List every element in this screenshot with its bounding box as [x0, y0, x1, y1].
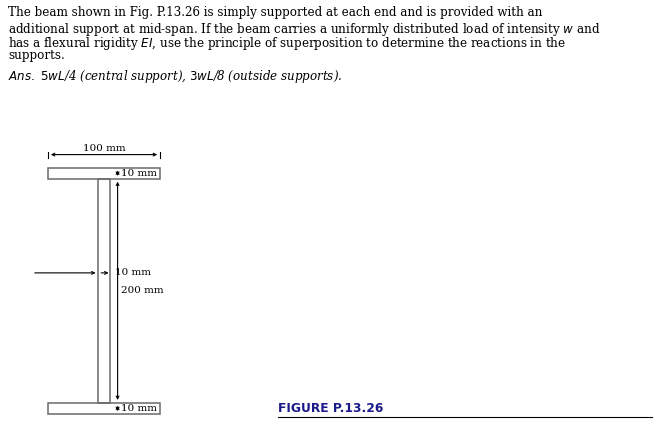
- Text: 10 mm: 10 mm: [115, 268, 150, 278]
- Text: FIGURE P.13.26: FIGURE P.13.26: [278, 402, 383, 415]
- Text: 10 mm: 10 mm: [121, 169, 156, 178]
- Text: additional support at mid-span. If the beam carries a uniformly distributed load: additional support at mid-span. If the b…: [8, 20, 601, 38]
- Text: 200 mm: 200 mm: [121, 286, 163, 295]
- Text: 100 mm: 100 mm: [83, 144, 125, 152]
- Text: $Ans.$ $5wL$/4 (central support), $3wL$/8 (outside supports).: $Ans.$ $5wL$/4 (central support), $3wL$/…: [8, 68, 342, 85]
- Bar: [48, 168, 160, 179]
- Text: has a flexural rigidity $EI$, use the principle of superposition to determine th: has a flexural rigidity $EI$, use the pr…: [8, 35, 566, 52]
- Bar: [99, 179, 109, 403]
- Bar: [48, 403, 160, 414]
- Text: supports.: supports.: [8, 50, 64, 62]
- Text: 10 mm: 10 mm: [121, 404, 156, 413]
- Text: The beam shown in Fig. P.13.26 is simply supported at each end and is provided w: The beam shown in Fig. P.13.26 is simply…: [8, 6, 542, 19]
